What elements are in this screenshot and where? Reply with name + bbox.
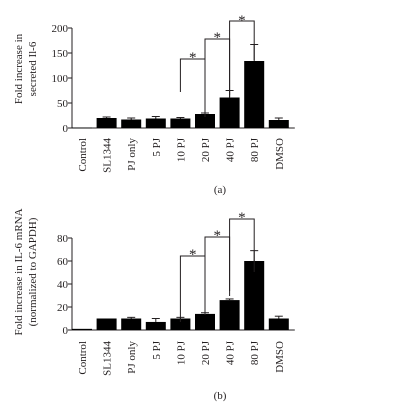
panel-a-significance-bracket bbox=[179, 58, 206, 117]
panel-a-category-label: SL1344 bbox=[102, 138, 114, 173]
panel-b-category-label: 5 PJ bbox=[151, 340, 163, 359]
panel-a-bar bbox=[170, 118, 191, 128]
panel-a-ytick-label: 50 bbox=[57, 98, 69, 110]
panel-a-category-label: DMSO bbox=[274, 138, 286, 170]
panel-b-ylabel-line-1: Fold increase in IL-6 mRNA bbox=[13, 208, 25, 335]
panel-b-bar bbox=[219, 300, 240, 330]
panel-b: Fold increase in IL-6 mRNA (normalized t… bbox=[13, 208, 295, 402]
panel-a-category-label: 20 PJ bbox=[200, 137, 212, 162]
panel-b-bar bbox=[96, 318, 117, 330]
panel-a-ytick-label: 150 bbox=[52, 48, 69, 60]
panel-a-significance-bracket bbox=[229, 20, 255, 97]
panel-b-bar bbox=[121, 318, 142, 330]
panel-a-label: (a) bbox=[214, 184, 227, 196]
panel-b-ytick-label: 0 bbox=[63, 325, 69, 337]
panel-a-ylabel-line-1: Fold increase in bbox=[13, 33, 25, 104]
panel-a-plot: Control SL1344 PJ only 5 PJ 10 PJ 20 PJ 40 PJ 8… bbox=[68, 13, 295, 173]
panel-b-bar bbox=[72, 328, 92, 330]
panel-b-category-label: 10 PJ bbox=[175, 340, 187, 365]
panel-b-plot: Control SL1344 PJ only 5 PJ 10 PJ 20 PJ 40 PJ 8… bbox=[68, 210, 295, 376]
panel-b-bar bbox=[244, 261, 265, 330]
panel-a-significance-star: * bbox=[238, 13, 246, 29]
panel-b-significance-bracket bbox=[229, 218, 255, 296]
panel-b-significance-star: * bbox=[214, 228, 222, 244]
panel-b-significance-star: * bbox=[238, 210, 246, 226]
panel-a-ytick-label: 200 bbox=[52, 23, 69, 35]
panel-a-ylabel: Fold increase in secreted Il-6 bbox=[13, 33, 39, 104]
panel-b-significance-bracket bbox=[179, 255, 206, 322]
panel-a: Fold increase in secreted Il-6 0 50 100 … bbox=[13, 13, 295, 196]
panel-b-ytick-label: 40 bbox=[57, 279, 69, 291]
panel-a-significance-star: * bbox=[189, 50, 197, 66]
panel-b-ytick-label: 60 bbox=[57, 256, 69, 268]
panel-a-ytick-label: 0 bbox=[63, 123, 69, 135]
panel-a-bar bbox=[121, 119, 142, 128]
panel-a-bar bbox=[219, 97, 240, 128]
panel-b-category-label: 40 PJ bbox=[225, 340, 237, 365]
panel-b-bar bbox=[170, 318, 191, 330]
panel-b-y-ticks: 0 20 40 60 80 bbox=[57, 233, 69, 337]
panel-a-category-label: Control bbox=[77, 138, 89, 172]
panel-a-y-ticks: 0 50 100 150 200 bbox=[52, 23, 69, 135]
panel-b-category-label: 80 PJ bbox=[249, 340, 261, 365]
panel-a-category-label: PJ only bbox=[126, 138, 138, 171]
panel-a-bar bbox=[145, 118, 166, 128]
panel-a-bar bbox=[96, 118, 117, 128]
panel-b-significance-star: * bbox=[189, 247, 197, 263]
panel-b-bar bbox=[268, 318, 289, 330]
panel-a-category-label: 40 PJ bbox=[225, 137, 237, 162]
panel-a-category-label: 5 PJ bbox=[151, 137, 163, 156]
panel-a-category-label: 80 PJ bbox=[249, 137, 261, 162]
panel-b-ytick-label: 80 bbox=[57, 233, 69, 245]
panel-a-category-label: 10 PJ bbox=[175, 137, 187, 162]
panel-b-bar bbox=[195, 313, 215, 330]
panel-a-bar bbox=[268, 120, 289, 128]
panel-a-ytick-label: 100 bbox=[52, 73, 69, 85]
panel-a-bar bbox=[195, 114, 215, 128]
panel-b-category-label: PJ only bbox=[126, 341, 138, 374]
panel-b-category-label: 20 PJ bbox=[200, 340, 212, 365]
panel-a-bar bbox=[72, 127, 92, 129]
panel-b-category-label: DMSO bbox=[274, 341, 286, 373]
panel-b-category-label: Control bbox=[77, 341, 89, 375]
panel-b-bar bbox=[145, 321, 166, 330]
panel-b-ylabel: Fold increase in IL-6 mRNA (normalized t… bbox=[13, 208, 39, 335]
panel-b-category-label: SL1344 bbox=[102, 341, 114, 376]
panel-a-bar bbox=[244, 61, 265, 128]
panel-b-ylabel-line-2: (normalized to GAPDH) bbox=[27, 217, 39, 326]
panel-b-ytick-label: 20 bbox=[57, 302, 69, 314]
panel-b-label: (b) bbox=[214, 390, 227, 402]
panel-a-ylabel-line-2: secreted Il-6 bbox=[27, 41, 39, 96]
panel-a-significance-star: * bbox=[214, 30, 222, 46]
